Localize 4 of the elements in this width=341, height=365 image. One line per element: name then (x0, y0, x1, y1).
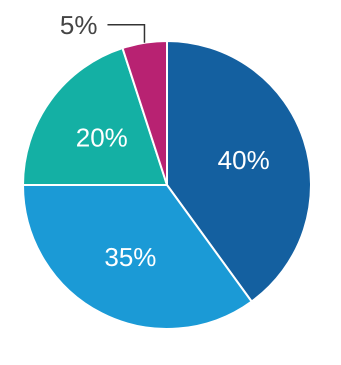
data-label: 35% (104, 242, 156, 272)
data-label: 5% (60, 10, 98, 40)
data-label: 40% (218, 145, 270, 176)
data-label: 20% (76, 122, 128, 153)
